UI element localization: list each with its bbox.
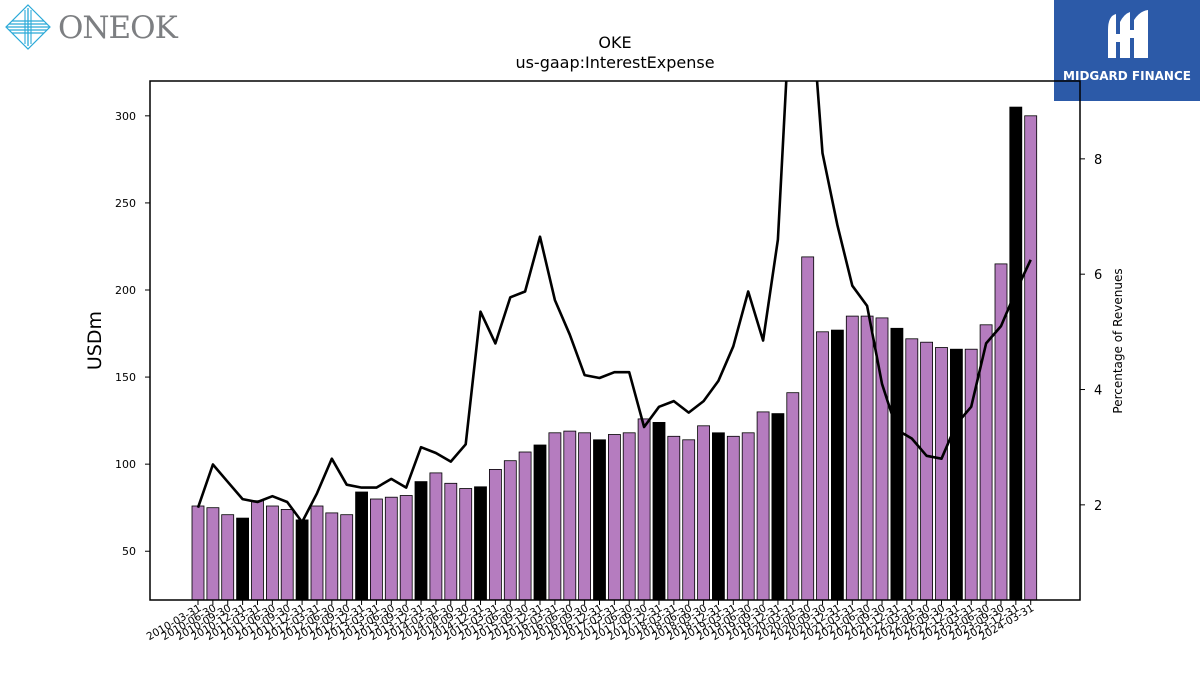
bar-2022-06-30: [920, 341, 933, 600]
bar-2015-06-30: [503, 460, 517, 600]
bar-2011-06-30: [265, 505, 279, 600]
bar-2012-03-31: [310, 505, 324, 600]
bar-2011-12-31: [295, 519, 309, 600]
bar-2023-12-31: [1009, 106, 1023, 600]
bar-2022-12-31: [950, 348, 963, 600]
bar-2018-06-30: [682, 439, 696, 600]
chart-title: OKE: [598, 33, 632, 52]
y-tick-label: 250: [115, 197, 136, 210]
bar-2014-09-30: [459, 488, 473, 600]
y2-tick-label: 8: [1094, 153, 1102, 168]
bar-2018-12-31: [712, 432, 725, 600]
bar-2016-03-31: [548, 432, 562, 600]
bar-2016-12-31: [593, 439, 606, 600]
bar-2016-09-30: [578, 432, 591, 600]
y2-axis-label: Percentage of Revenues: [1111, 268, 1125, 413]
bar-2013-09-30: [399, 495, 413, 600]
y-tick-label: 50: [122, 545, 136, 558]
y2-tick-label: 2: [1094, 499, 1102, 514]
bar-2019-03-31: [726, 435, 740, 600]
bar-2023-09-30: [994, 263, 1008, 600]
bar-2017-12-31: [652, 421, 666, 600]
midgard-finance-logo: MIDGARD FINANCE: [1054, 0, 1200, 101]
bar-2010-09-30: [221, 514, 235, 600]
bar-2015-09-30: [518, 451, 532, 600]
bar-2020-09-30: [816, 331, 829, 600]
plot-frame: [149, 80, 1081, 601]
bar-2011-09-30: [280, 508, 294, 600]
bar-2021-03-31: [845, 315, 859, 600]
y-axis-label: USDm: [84, 311, 106, 370]
bar-2022-09-30: [935, 347, 948, 600]
y-tick-label: 200: [115, 284, 136, 297]
bar-2010-12-31: [236, 517, 250, 600]
y-tick-label: 100: [115, 458, 136, 471]
bar-2021-12-31: [890, 327, 904, 600]
oneok-logo: ONEOK: [4, 4, 178, 52]
bar-2019-09-30: [756, 411, 770, 600]
bar-2018-09-30: [697, 425, 710, 600]
bar-2023-06-30: [979, 324, 993, 600]
bar-2010-06-30: [206, 507, 220, 600]
bar-2014-03-31: [429, 472, 443, 600]
bar-2014-12-31: [474, 486, 487, 600]
y2-tick-label: 6: [1094, 268, 1102, 283]
y2-tick-label: 4: [1094, 384, 1102, 399]
bar-2019-06-30: [741, 432, 755, 600]
bar-2016-06-30: [563, 430, 577, 600]
bar-2021-06-30: [860, 315, 874, 600]
oneok-diamond-icon: [5, 4, 51, 50]
bar-2019-12-31: [771, 413, 785, 600]
bar-2017-06-30: [622, 432, 636, 600]
bar-2013-06-30: [384, 496, 398, 600]
bar-2017-03-31: [608, 434, 621, 600]
bar-2012-09-30: [340, 514, 354, 600]
oneok-wordmark: ONEOK: [58, 10, 178, 46]
bar-2015-03-31: [488, 468, 502, 600]
y-tick-label: 300: [115, 110, 136, 123]
bar-2022-03-31: [905, 338, 919, 600]
bar-2011-03-31: [251, 500, 264, 600]
bar-2020-03-31: [786, 392, 800, 600]
bar-2021-09-30: [875, 317, 889, 600]
chart-subtitle: us-gaap:InterestExpense: [515, 53, 715, 72]
bar-2012-06-30: [325, 512, 339, 600]
y-tick-label: 150: [115, 371, 136, 384]
bar-2024-03-31: [1024, 115, 1038, 600]
bar-2018-03-31: [667, 435, 681, 600]
bar-2020-12-31: [831, 329, 844, 600]
midgard-wordmark: MIDGARD FINANCE: [1063, 69, 1191, 83]
bar-2010-03-31: [191, 505, 205, 600]
bar-2013-12-31: [414, 481, 428, 600]
midgard-mark-icon: [1108, 10, 1148, 58]
bar-2014-06-30: [444, 482, 458, 600]
percentage-of-revenues-line: [196, 81, 1032, 524]
bar-2015-12-31: [533, 444, 547, 600]
bar-2013-03-31: [369, 498, 383, 600]
bar-2012-12-31: [355, 491, 369, 600]
bar-2017-09-30: [637, 418, 651, 600]
bar-2020-06-30: [801, 256, 815, 600]
